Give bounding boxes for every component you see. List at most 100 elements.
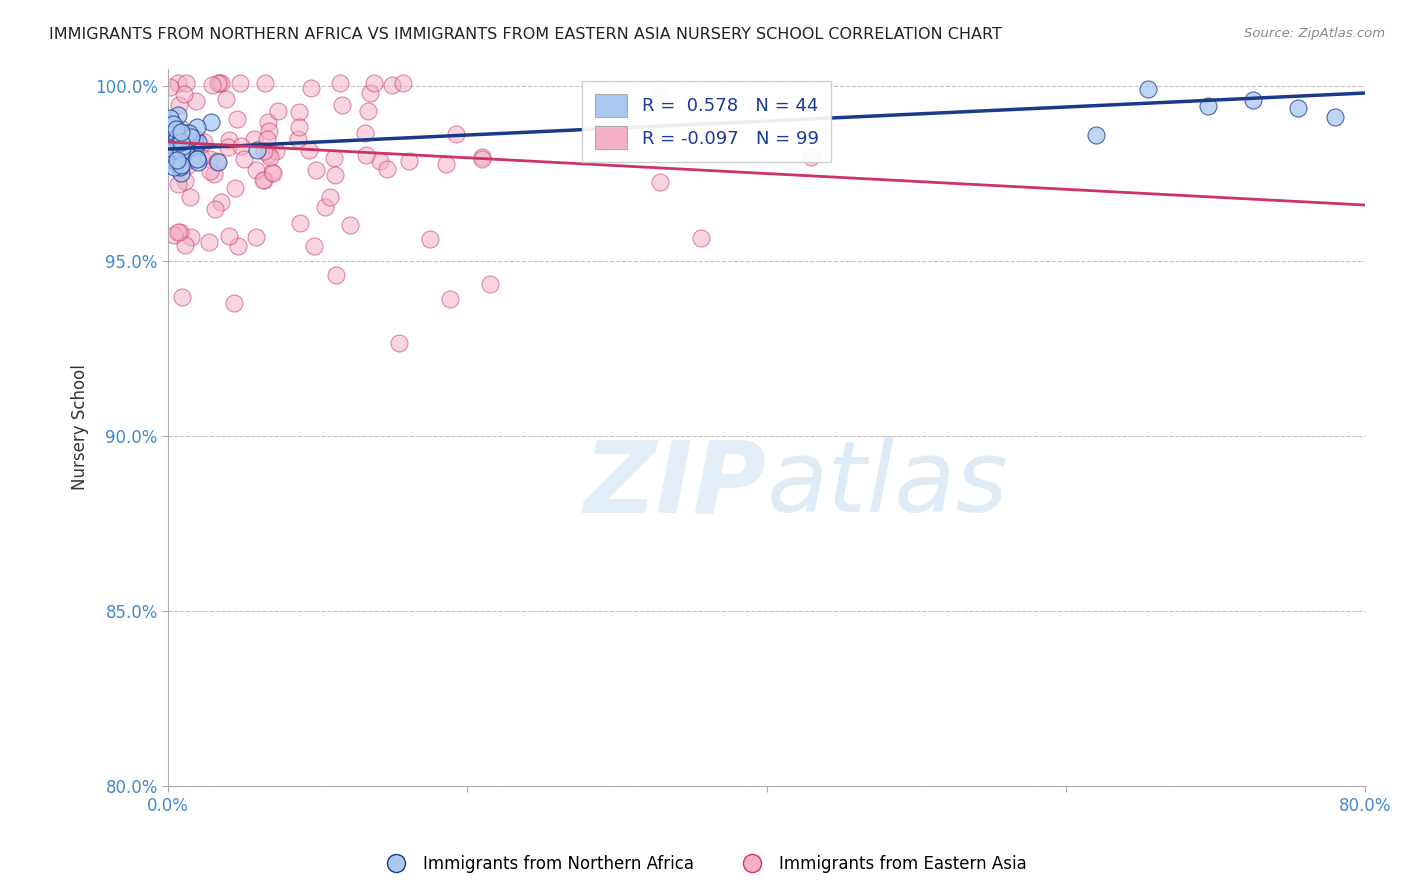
Point xyxy=(163,161,186,175)
Point xyxy=(471,152,494,166)
Point xyxy=(478,277,501,291)
Point xyxy=(319,189,342,203)
Point xyxy=(193,135,215,149)
Point xyxy=(184,135,207,149)
Point xyxy=(252,173,274,187)
Point xyxy=(253,144,276,158)
Point xyxy=(169,225,191,239)
Point xyxy=(392,76,415,90)
Point xyxy=(329,76,352,90)
Point xyxy=(388,335,411,350)
Point xyxy=(357,103,380,118)
Point xyxy=(314,200,336,214)
Point xyxy=(354,127,377,141)
Point xyxy=(190,150,212,164)
Legend: Immigrants from Northern Africa, Immigrants from Eastern Asia: Immigrants from Northern Africa, Immigra… xyxy=(373,848,1033,880)
Point xyxy=(174,76,197,90)
Point xyxy=(172,290,194,304)
Point xyxy=(167,225,190,239)
Text: Source: ZipAtlas.com: Source: ZipAtlas.com xyxy=(1244,27,1385,40)
Point xyxy=(690,231,713,245)
Point xyxy=(166,130,188,145)
Point xyxy=(186,120,208,134)
Point xyxy=(184,95,207,109)
Point xyxy=(253,76,276,90)
Point xyxy=(202,167,225,181)
Point xyxy=(186,152,208,166)
Point xyxy=(287,131,309,145)
Point xyxy=(226,239,249,253)
Point xyxy=(229,76,252,90)
Point xyxy=(218,229,240,244)
Point xyxy=(439,293,461,307)
Point xyxy=(198,153,221,167)
Point xyxy=(648,89,671,103)
Point xyxy=(257,147,280,161)
Point xyxy=(172,138,194,153)
Point xyxy=(170,145,193,159)
Point xyxy=(167,137,190,152)
Point xyxy=(159,141,181,155)
Point xyxy=(179,153,201,168)
Point xyxy=(226,112,249,127)
Point xyxy=(245,230,267,244)
Point xyxy=(243,132,266,146)
Point xyxy=(184,131,207,145)
Point xyxy=(207,76,229,90)
Point xyxy=(162,117,184,131)
Point xyxy=(253,173,276,187)
Point xyxy=(186,152,208,166)
Point xyxy=(187,155,209,169)
Point xyxy=(330,97,353,112)
Point xyxy=(174,174,197,188)
Point xyxy=(165,121,187,136)
Point xyxy=(299,80,322,95)
Legend: R =  0.578   N = 44, R = -0.097   N = 99: R = 0.578 N = 44, R = -0.097 N = 99 xyxy=(582,81,831,161)
Point xyxy=(209,76,232,90)
Point xyxy=(169,166,191,180)
Point xyxy=(159,111,181,125)
Point xyxy=(174,141,197,155)
Point xyxy=(207,76,229,90)
Point xyxy=(207,154,229,169)
Point xyxy=(167,76,190,90)
Point xyxy=(444,127,467,141)
Point xyxy=(184,141,207,155)
Y-axis label: Nursery School: Nursery School xyxy=(72,365,89,491)
Point xyxy=(256,115,278,129)
Point xyxy=(231,138,253,153)
Point xyxy=(215,92,238,106)
Point xyxy=(163,154,186,169)
Point xyxy=(262,166,284,180)
Point xyxy=(1241,93,1264,107)
Point xyxy=(1084,128,1107,143)
Point xyxy=(173,87,195,102)
Text: atlas: atlas xyxy=(766,436,1008,533)
Point xyxy=(398,153,420,168)
Point xyxy=(419,232,441,246)
Point xyxy=(209,195,232,210)
Point xyxy=(381,78,404,92)
Point xyxy=(256,131,278,145)
Point xyxy=(162,153,184,167)
Point xyxy=(159,141,181,155)
Point xyxy=(200,163,222,178)
Point xyxy=(169,135,191,149)
Point xyxy=(323,151,346,165)
Point xyxy=(174,126,197,140)
Point xyxy=(260,165,283,179)
Point xyxy=(339,218,361,232)
Point xyxy=(267,104,290,119)
Point xyxy=(650,175,672,189)
Point xyxy=(166,108,188,122)
Point xyxy=(169,160,191,174)
Point xyxy=(183,133,205,147)
Point xyxy=(179,126,201,140)
Point xyxy=(180,230,202,244)
Point xyxy=(304,239,326,253)
Point xyxy=(246,144,269,158)
Point xyxy=(170,128,193,142)
Point xyxy=(288,216,311,230)
Point xyxy=(201,78,224,92)
Point xyxy=(232,152,254,166)
